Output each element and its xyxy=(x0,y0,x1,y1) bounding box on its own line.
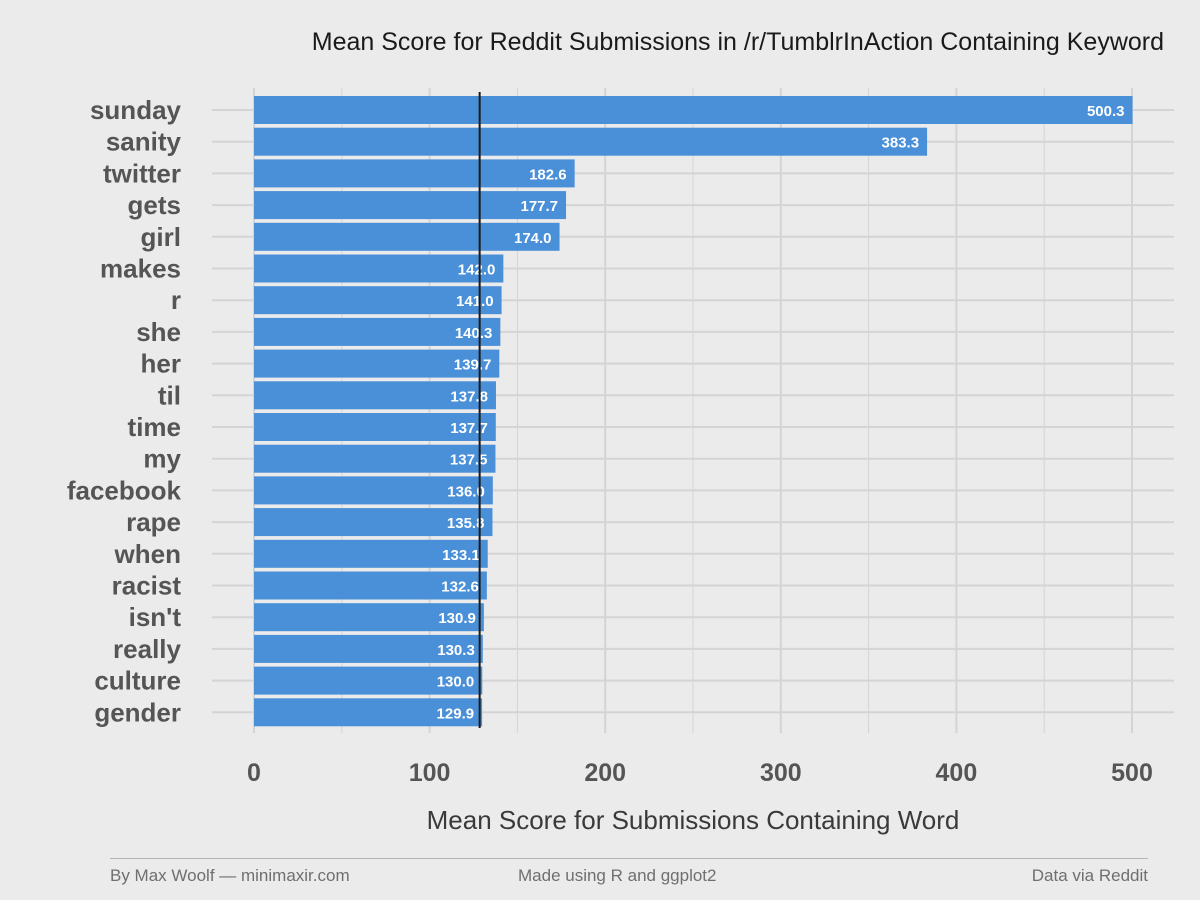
category-label: makes xyxy=(100,254,181,284)
category-label: she xyxy=(136,317,181,347)
x-tick-label: 100 xyxy=(409,759,451,787)
category-label: til xyxy=(158,380,181,410)
bar-value-label: 137.7 xyxy=(450,420,488,437)
bar-value-label: 130.9 xyxy=(438,610,476,627)
category-label: rape xyxy=(126,507,181,537)
bar xyxy=(254,476,493,505)
category-label: her xyxy=(141,349,181,379)
x-tick-label: 300 xyxy=(760,759,802,787)
bar-value-label: 500.3 xyxy=(1087,103,1125,120)
category-label: really xyxy=(113,634,181,664)
x-tick-labels: 0 100 200 300 400 500 xyxy=(247,759,1153,787)
footer-divider xyxy=(110,858,1148,859)
category-label: sanity xyxy=(106,127,182,157)
category-label: sunday xyxy=(90,95,182,125)
bar-value-label: 129.9 xyxy=(437,705,475,722)
category-label: gender xyxy=(94,697,181,727)
bar-value-label: 133.1 xyxy=(442,547,480,564)
bar xyxy=(254,191,567,220)
footer-source: Data via Reddit xyxy=(1031,866,1148,885)
category-label: racist xyxy=(112,571,182,601)
x-tick-label: 400 xyxy=(936,759,978,787)
bar xyxy=(254,222,560,251)
bar-value-label: 174.0 xyxy=(514,230,552,247)
bar xyxy=(254,127,928,156)
bar-value-label: 139.7 xyxy=(454,357,492,374)
category-label: when xyxy=(114,539,181,569)
category-label: my xyxy=(143,444,181,474)
bars: 500.3 383.3 182.6 177.7 174.0 142.0 141.0 140.3… xyxy=(254,96,1133,727)
x-axis-title: Mean Score for Submissions Containing Wo… xyxy=(427,805,960,835)
bar xyxy=(254,317,501,346)
category-label: isn't xyxy=(129,602,182,632)
footer-tool: Made using R and ggplot2 xyxy=(518,866,717,885)
bar-value-label: 140.3 xyxy=(455,325,493,342)
bar-value-label: 136.0 xyxy=(447,483,485,500)
category-label: facebook xyxy=(67,475,182,505)
bar-value-label: 130.3 xyxy=(437,642,475,659)
bar xyxy=(254,666,483,695)
bar-value-label: 141.0 xyxy=(456,293,494,310)
category-label: time xyxy=(128,412,181,442)
category-label: girl xyxy=(141,222,181,252)
bar-value-label: 137.8 xyxy=(450,388,488,405)
category-label: culture xyxy=(94,666,181,696)
bar xyxy=(254,571,487,600)
category-label: r xyxy=(171,285,181,315)
category-label: gets xyxy=(128,190,181,220)
bar xyxy=(254,603,484,632)
chart-title: Mean Score for Reddit Submissions in /r/… xyxy=(311,28,1164,56)
bar xyxy=(254,381,496,410)
x-tick-label: 200 xyxy=(584,759,626,787)
bar-value-label: 130.0 xyxy=(437,674,475,691)
bar-value-label: 182.6 xyxy=(529,166,567,183)
bar xyxy=(254,286,502,315)
bar xyxy=(254,508,493,537)
bar xyxy=(254,539,488,568)
bar xyxy=(254,444,496,473)
bar xyxy=(254,634,483,663)
bar xyxy=(254,698,483,727)
bar xyxy=(254,96,1133,124)
footer-credit: By Max Woolf — minimaxir.com xyxy=(110,866,350,885)
bar xyxy=(254,159,575,188)
x-tick-label: 500 xyxy=(1111,759,1153,787)
category-label: twitter xyxy=(103,158,181,188)
bar-value-label: 142.0 xyxy=(458,262,496,279)
bar xyxy=(254,349,500,378)
x-tick-label: 0 xyxy=(247,759,261,787)
bar-value-label: 177.7 xyxy=(520,198,558,215)
bar-value-label: 137.5 xyxy=(450,452,488,469)
category-labels: sundaysanitytwittergetsgirlmakesrshehert… xyxy=(67,95,182,727)
bar xyxy=(254,413,496,441)
bar-value-label: 132.6 xyxy=(441,579,479,596)
bar xyxy=(254,254,504,283)
bar-value-label: 135.8 xyxy=(447,515,485,532)
bar-value-label: 383.3 xyxy=(882,135,920,152)
